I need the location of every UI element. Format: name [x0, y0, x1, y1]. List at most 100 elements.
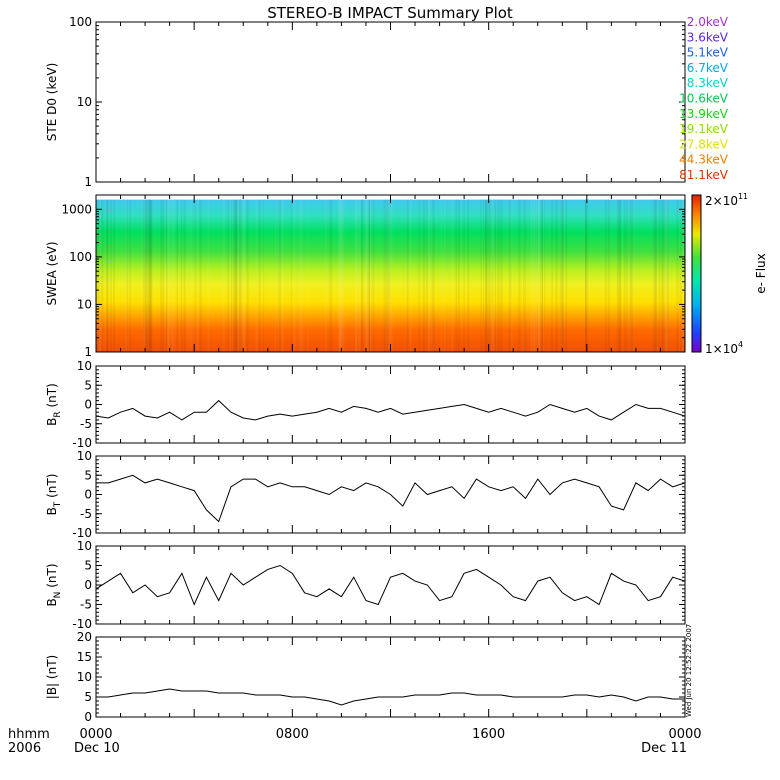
- spectrogram-streak: [559, 199, 563, 352]
- spectrogram-streak: [422, 199, 426, 352]
- spectrogram-streak: [510, 199, 513, 352]
- spectrogram-streak: [186, 199, 190, 352]
- spectrogram-streak: [604, 199, 607, 352]
- spectrogram-streak: [239, 199, 241, 352]
- spectrogram-streak: [149, 199, 152, 352]
- spectrogram-streak: [463, 199, 465, 352]
- spectrogram-streak: [559, 199, 563, 352]
- spectrogram-streak: [168, 199, 171, 352]
- spectrogram-streak: [551, 199, 553, 352]
- spectrogram-streak: [389, 199, 393, 352]
- spectrogram-streak: [565, 199, 568, 352]
- spectrogram-streak: [255, 199, 258, 352]
- spectrogram-streak: [541, 199, 544, 352]
- spectrogram-streak: [129, 199, 131, 352]
- spectrogram-streak: [231, 199, 234, 352]
- spectrogram-streak: [183, 199, 186, 352]
- panel-bt: -10 -5 0 5 10 BT (nT): [45, 449, 686, 540]
- spectrogram-streak: [263, 199, 265, 352]
- spectrogram-streak: [172, 199, 175, 352]
- spectrogram-streak: [338, 199, 342, 352]
- spectrogram-streak: [278, 199, 281, 352]
- spectrogram-streak: [666, 199, 670, 352]
- axes-frame: [95, 21, 686, 183]
- spectrogram-streak: [246, 199, 249, 352]
- y-tick-label: 5: [84, 690, 92, 704]
- spectrogram-streak: [147, 199, 150, 352]
- spectrogram-streak: [676, 199, 679, 352]
- spectrogram-streak: [490, 199, 494, 352]
- legend-entry: 44.3keV: [679, 153, 729, 167]
- panel-bn: -10 -5 0 5 10 BN (nT): [45, 539, 686, 631]
- spectrogram-streak: [290, 199, 292, 352]
- spectrogram-streak: [664, 199, 668, 352]
- spectrogram-streak: [277, 199, 280, 352]
- spectrogram-streak: [655, 199, 657, 352]
- spectrogram-streak: [142, 199, 146, 352]
- spectrogram-streak: [530, 199, 532, 352]
- y-tick-label: 1: [84, 345, 92, 359]
- spectrogram-streak: [355, 199, 357, 352]
- spectrogram-streak: [662, 199, 665, 352]
- spectrogram-streak: [106, 199, 109, 352]
- legend-entry: 8.3keV: [687, 76, 729, 90]
- spectrogram-streak: [160, 199, 163, 352]
- y-tick-label: 10: [77, 359, 92, 373]
- spectrogram-streak: [146, 199, 149, 352]
- spectrogram-streak: [229, 199, 232, 352]
- axes-frame: [95, 545, 686, 625]
- colorbar-label: e- Flux: [754, 253, 768, 293]
- spectrogram-streak: [162, 199, 165, 352]
- colorbar-scale: [691, 194, 702, 353]
- footer-year-label: 2006: [8, 741, 41, 756]
- spectrogram-streak: [491, 199, 494, 352]
- spectrogram-streak: [227, 199, 230, 352]
- y-axis-label: BR (nT): [45, 383, 63, 426]
- y-tick-label: 10: [77, 670, 92, 684]
- spectrogram-streak: [384, 199, 387, 352]
- spectrogram-streak: [654, 199, 658, 352]
- spectrogram-streak: [170, 199, 174, 352]
- spectrogram-streak: [240, 199, 242, 352]
- spectrogram-streak: [235, 199, 238, 352]
- y-axis-label: BT (nT): [45, 474, 63, 516]
- spectrogram-streak: [538, 199, 541, 352]
- spectrogram-streak: [281, 199, 284, 352]
- y-tick-label: -10: [72, 526, 92, 540]
- spectrogram-streak: [500, 199, 503, 352]
- time-axis-footer: hhmm 2006: [8, 727, 50, 756]
- spectrogram-streak: [307, 199, 309, 352]
- spectrogram-streak: [366, 199, 370, 352]
- spectrogram-streak: [497, 199, 500, 352]
- panel-ste: 1 10 100 STE D0 (keV): [45, 15, 686, 189]
- spectrogram-streak: [561, 199, 564, 352]
- spectrogram-streak: [485, 199, 488, 352]
- spectrogram-streak: [531, 199, 533, 352]
- spectrogram-streak: [369, 199, 372, 352]
- spectrogram-streak: [144, 199, 146, 352]
- spectrogram-streak: [618, 199, 622, 352]
- spectrogram-streak: [388, 199, 391, 352]
- x-tick-label: 1600: [472, 727, 505, 742]
- spectrogram-streak: [555, 199, 558, 352]
- spectrogram-streak: [629, 199, 633, 352]
- spectrogram-streak: [629, 199, 632, 352]
- spectrogram-streak: [679, 199, 682, 352]
- spectrogram-streak: [457, 199, 460, 352]
- plot-title: STEREO-B IMPACT Summary Plot: [267, 4, 513, 22]
- panel-br: -10 -5 0 5 10 BR (nT): [45, 359, 686, 450]
- spectrogram-streak: [431, 199, 433, 352]
- spectrogram-streak: [354, 199, 357, 352]
- y-tick-label: -5: [80, 417, 92, 431]
- spectrogram-streak: [386, 199, 389, 352]
- spectrogram-streak: [431, 199, 435, 352]
- spectrogram-streak: [176, 199, 178, 352]
- spectrogram-streak: [237, 199, 240, 352]
- series-line-bt: [96, 474, 686, 523]
- y-tick-label: 0: [84, 398, 92, 412]
- spectrogram-streak: [372, 199, 374, 352]
- timestamp: Wed Jun 20 12:52:22 2007: [685, 624, 693, 717]
- spectrogram-streak: [243, 199, 246, 352]
- spectrogram-streak: [110, 199, 112, 352]
- spectrogram-streak: [409, 199, 412, 352]
